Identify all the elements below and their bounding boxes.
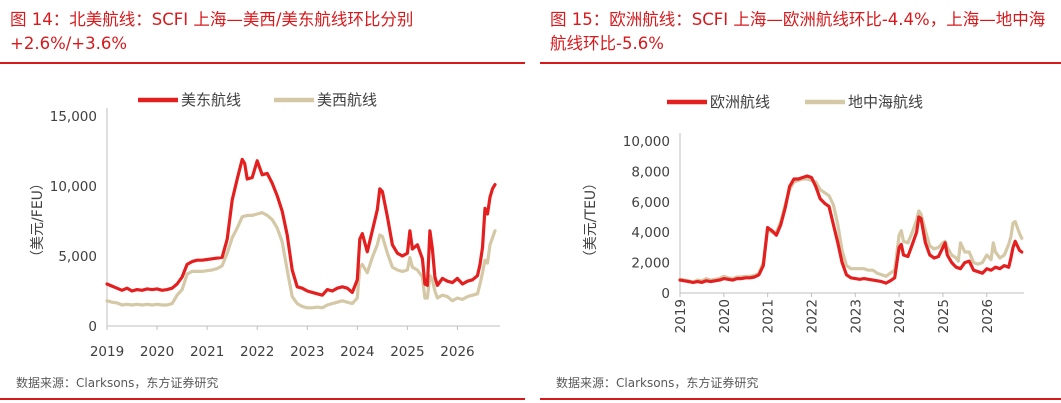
x-tick-label: 2023: [848, 299, 864, 333]
title-divider: [540, 62, 1061, 64]
legend-label: 美东航线: [181, 91, 241, 109]
series-line-primary: [105, 157, 497, 297]
series-line-secondary: [105, 211, 497, 310]
legend-label: 欧洲航线: [710, 93, 770, 111]
y-tick-label: 0: [661, 286, 670, 302]
y-tick-label: 10,000: [623, 134, 670, 150]
x-tick-label: 2019: [90, 344, 124, 360]
x-tick-label: 2024: [892, 299, 908, 333]
figure-panel-right: 图 15：欧洲航线：SCFI 上海—欧洲航线环比-4.4%，上海—地中海航线环比…: [540, 0, 1061, 403]
y-tick-label: 2,000: [631, 256, 670, 272]
legend-label: 地中海航线: [848, 93, 923, 111]
x-tick-label: 2023: [290, 344, 324, 360]
figure-title: 图 15：欧洲航线：SCFI 上海—欧洲航线环比-4.4%，上海—地中海航线环比…: [550, 10, 1046, 53]
x-tick-label: 2024: [340, 344, 374, 360]
x-tick-label: 2020: [140, 344, 174, 360]
x-tick-label: 2026: [440, 344, 474, 360]
bottom-divider: [0, 398, 525, 400]
europe-routes-line-chart: 0 2,000 4,000 6,000 8,000 10,000 2019 2020 2021 2…: [583, 93, 1024, 333]
y-tick-label: 5,000: [58, 249, 97, 265]
y-tick-label: 15,000: [50, 109, 97, 125]
y-tick-label: 6,000: [631, 195, 670, 211]
x-tick-label: 2020: [717, 299, 733, 333]
x-tick-label: 2022: [804, 299, 820, 333]
x-tick-label: 2025: [390, 344, 424, 360]
x-tick-label: 2026: [980, 299, 996, 333]
source-note: 数据来源：Clarksons，东方证券研究: [16, 376, 219, 390]
y-tick-label: 4,000: [631, 225, 670, 241]
us-routes-line-chart: 0 5,000 10,000 15,000 2019 2020 2021 2022 2023 20…: [30, 91, 500, 360]
x-tick-label: 2022: [240, 344, 274, 360]
x-tick-label: 2025: [936, 299, 952, 333]
bottom-divider: [540, 398, 1061, 400]
x-tick-label: 2021: [190, 344, 224, 360]
y-tick-label: 8,000: [631, 164, 670, 180]
legend-label: 美西航线: [317, 91, 377, 109]
series-line-primary: [678, 174, 1024, 285]
figure-panel-left: 图 14：北美航线：SCFI 上海—美西/美东航线环比分别+2.6%/+3.6%…: [0, 0, 525, 403]
x-tick-label: 2019: [673, 299, 689, 333]
y-tick-label: 0: [88, 319, 97, 335]
source-note: 数据来源：Clarksons，东方证券研究: [556, 376, 759, 390]
title-divider: [0, 62, 525, 64]
y-tick-label: 10,000: [50, 179, 97, 195]
figure-title: 图 14：北美航线：SCFI 上海—美西/美东航线环比分别+2.6%/+3.6%: [10, 10, 414, 53]
y-axis-label: （美元/FEU）: [30, 176, 46, 264]
y-axis-label: （美元/TEU）: [583, 176, 599, 264]
x-tick-label: 2021: [761, 299, 777, 333]
